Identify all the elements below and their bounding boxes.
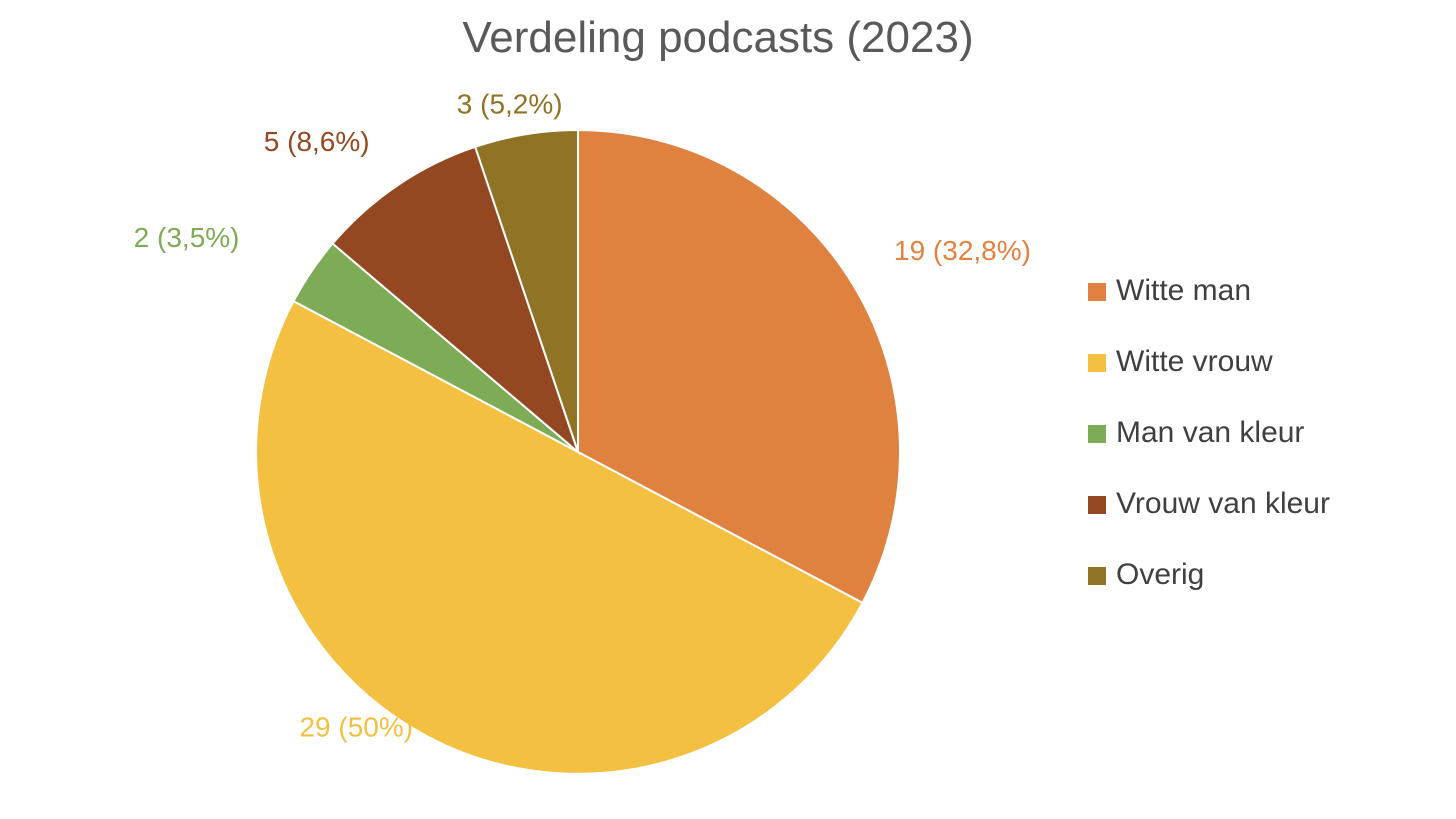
legend-swatch-witte-man (1088, 283, 1106, 301)
legend-label-vrouw-van-kleur: Vrouw van kleur (1116, 487, 1330, 520)
legend-label-man-van-kleur: Man van kleur (1116, 416, 1304, 449)
legend-swatch-witte-vrouw (1088, 354, 1106, 372)
pie-slice-vrouw-van-kleur (331, 145, 581, 456)
chart-title: Verdeling podcasts (2023) (462, 13, 973, 62)
data-label-vrouw-van-kleur: 5 (8,6%) (264, 126, 370, 157)
pie-slices (255, 128, 901, 775)
legend-label-witte-vrouw: Witte vrouw (1116, 345, 1273, 378)
data-labels: 19 (32,8%) 29 (50%) 2 (3,5%) 5 (8,6%) 3 (5,2… (134, 88, 1031, 742)
pie-slice-overig (473, 128, 579, 453)
legend-swatch-man-van-kleur (1088, 425, 1106, 443)
legend-label-overig: Overig (1116, 558, 1204, 591)
pie-slice-witte-man (577, 128, 901, 605)
legend: Witte man Witte vrouw Man van kleur Vrouw v… (1088, 274, 1330, 591)
data-label-witte-vrouw: 29 (50%) (299, 712, 413, 743)
data-label-overig: 3 (5,2%) (457, 88, 563, 119)
legend-swatch-vrouw-van-kleur (1088, 496, 1106, 514)
data-label-man-van-kleur: 2 (3,5%) (134, 222, 240, 253)
legend-swatch-overig (1088, 567, 1106, 585)
pie-slice-witte-vrouw (255, 299, 864, 775)
legend-label-witte-man: Witte man (1116, 274, 1251, 307)
data-label-witte-man: 19 (32,8%) (894, 235, 1031, 266)
